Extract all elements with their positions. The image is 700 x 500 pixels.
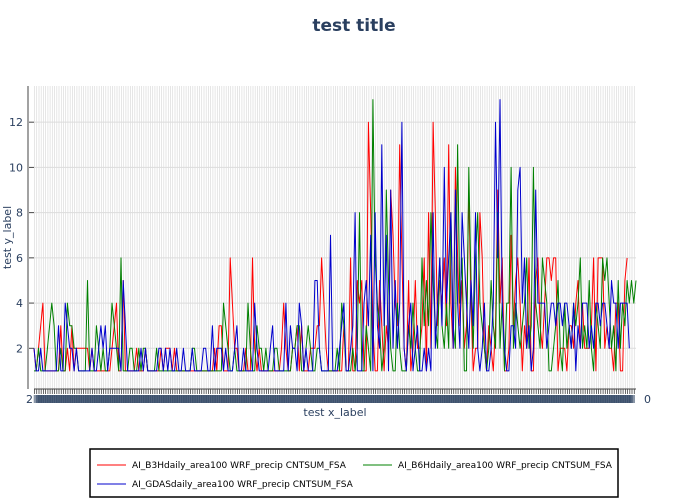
series-layer	[33, 99, 637, 372]
legend: AI_B3Hdaily_area100 WRF_precip CNTSUM_FS…	[89, 448, 619, 498]
x-gridlines	[34, 86, 635, 389]
y-axis-title: test y_label	[1, 206, 14, 269]
series-line	[33, 99, 630, 372]
legend-label: AI_B3Hdaily_area100 WRF_precip CNTSUM_FS…	[132, 461, 347, 471]
y-tick-label: 8	[16, 207, 23, 220]
x-tick-label-first: 2	[26, 393, 33, 406]
legend-box	[89, 448, 619, 498]
y-axis: 2 4 6 8 10 12	[9, 86, 34, 389]
legend-label: AI_GDASdaily_area100 WRF_precip CNTSUM_F…	[132, 480, 354, 490]
x-ticks	[34, 389, 635, 394]
legend-item: AI_B6Hdaily_area100 WRF_precip CNTSUM_FS…	[363, 461, 613, 471]
y-tick-label: 12	[9, 116, 23, 129]
x-axis: 2 0	[26, 388, 651, 406]
y-tick-label: 10	[9, 161, 23, 174]
plot-area	[33, 86, 637, 389]
x-tick-label	[629, 395, 635, 403]
legend-label: AI_B6Hdaily_area100 WRF_precip CNTSUM_FS…	[398, 461, 613, 471]
plot-background	[34, 86, 636, 389]
y-tick-label: 2	[16, 342, 23, 355]
x-axis-title: test x_label	[303, 406, 366, 419]
legend-item: AI_B3Hdaily_area100 WRF_precip CNTSUM_FS…	[97, 461, 347, 471]
y-tick-label: 4	[16, 297, 23, 310]
y-ticks: 2 4 6 8 10 12	[9, 116, 34, 355]
x-tick-labels	[33, 395, 635, 403]
x-tick-label-last: 0	[644, 393, 651, 406]
y-tick-label: 6	[16, 252, 23, 265]
legend-item: AI_GDASdaily_area100 WRF_precip CNTSUM_F…	[97, 480, 354, 490]
chart-title: test title	[312, 16, 395, 36]
